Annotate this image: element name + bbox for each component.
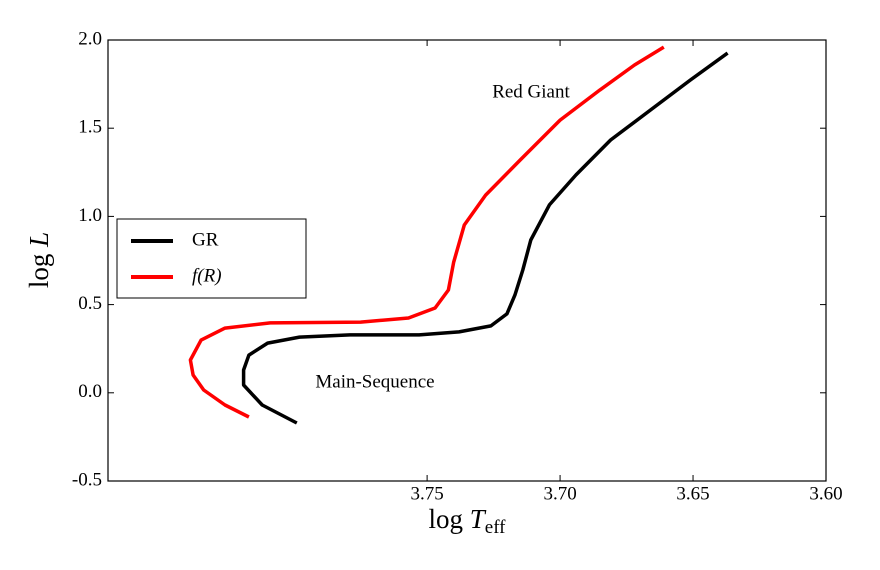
x-label-var: T [470,504,487,534]
annotation: Main-Sequence [315,371,434,392]
x-tick-label: 3.60 [809,483,842,504]
y-label-base: log [24,247,54,288]
y-tick-label: 1.5 [78,117,102,138]
x-axis-label: log Teff [428,504,506,538]
x-tick-label: 3.70 [543,483,576,504]
y-tick-label: 2.0 [78,28,102,49]
annotation: Red Giant [492,81,570,102]
legend-box [116,218,307,299]
y-tick-label: 0.5 [78,293,102,314]
legend: GR f(R) [116,218,307,299]
y-tick-label: 1.0 [78,205,102,226]
series-line [188,45,665,419]
x-label-sub: eff [485,517,506,538]
x-tick-label: 3.65 [676,483,709,504]
x-label-base: log [428,504,469,534]
y-label-var: L [24,232,54,248]
plot-frame [107,39,827,482]
series-line [241,51,729,425]
y-axis-label: log L [24,232,54,288]
y-tick-label: 0.0 [78,381,102,402]
legend-label: GR [192,229,219,250]
x-tick-label: 3.75 [410,483,443,504]
legend-label: f(R) [192,265,222,286]
y-tick-label: -0.5 [72,469,102,490]
